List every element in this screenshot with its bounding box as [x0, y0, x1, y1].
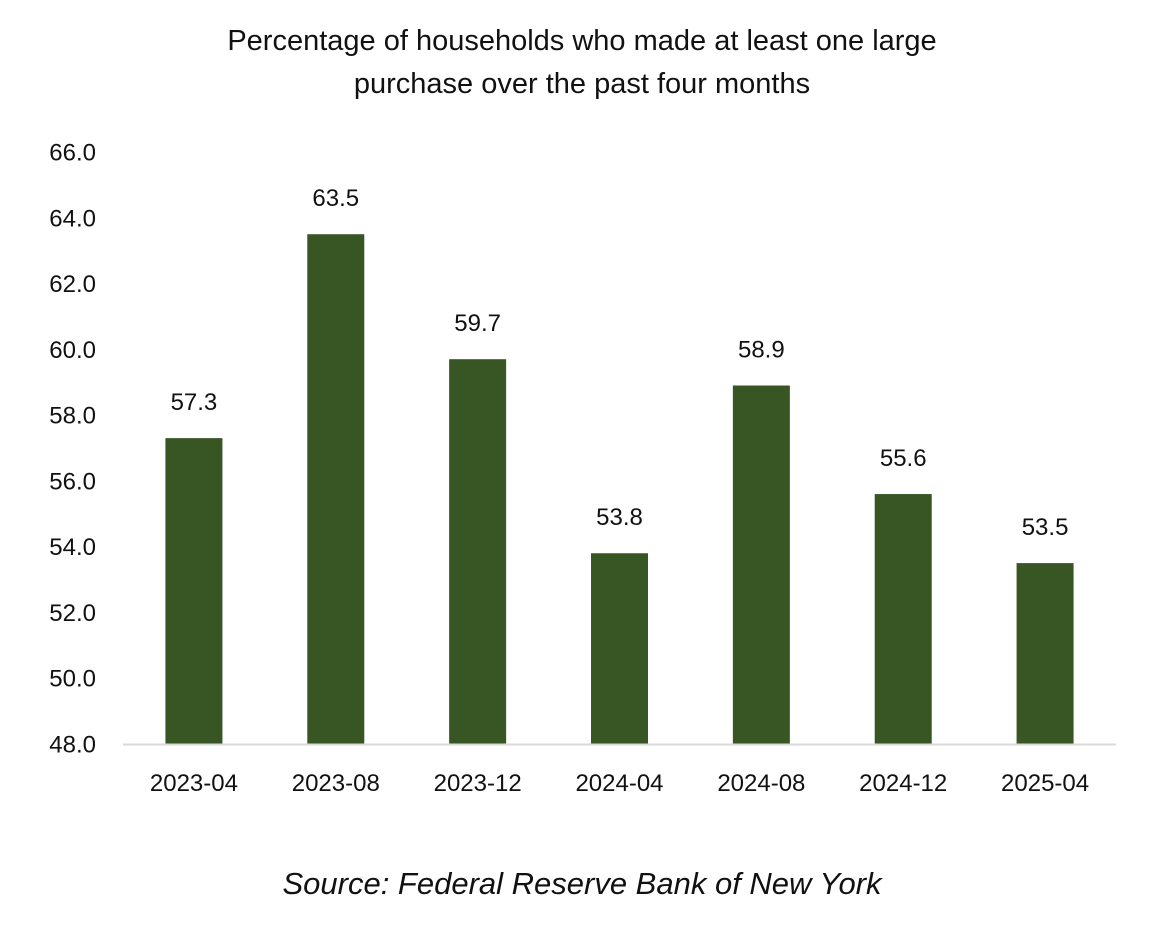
y-tick-label: 66.0: [49, 140, 96, 167]
y-tick-label: 56.0: [49, 468, 96, 495]
x-category-label: 2023-04: [150, 770, 238, 797]
y-tick-label: 60.0: [49, 337, 96, 364]
data-label: 57.3: [171, 389, 218, 416]
y-tick-label: 62.0: [49, 271, 96, 298]
bar-2024-04: [591, 553, 648, 744]
x-category-label: 2024-04: [575, 770, 663, 797]
y-tick-label: 58.0: [49, 403, 96, 430]
bar-2023-12: [449, 359, 507, 744]
y-tick-label: 64.0: [49, 205, 96, 232]
bar-2025-04: [1016, 563, 1074, 744]
y-tick-label: 48.0: [49, 732, 96, 759]
x-category-label: 2024-08: [717, 770, 805, 797]
y-tick-label: 54.0: [49, 534, 96, 561]
chart-title: Percentage of households who made at lea…: [0, 20, 1164, 106]
bar-2023-04: [165, 438, 223, 744]
data-label: 55.6: [880, 445, 927, 472]
source-note: Source: Federal Reserve Bank of New York: [282, 866, 882, 901]
x-category-label: 2025-04: [1001, 770, 1089, 797]
chart-title-line-1: Percentage of households who made at lea…: [227, 25, 937, 57]
data-label: 59.7: [454, 310, 501, 337]
x-category-label: 2023-12: [434, 770, 522, 797]
chart-title-line-2: purchase over the past four months: [353, 68, 811, 100]
data-label: 53.8: [596, 504, 643, 531]
x-category-label: 2023-08: [292, 770, 380, 797]
bar-2023-08: [307, 234, 365, 744]
y-tick-label: 52.0: [49, 600, 96, 627]
x-category-label: 2024-12: [859, 770, 947, 797]
y-tick-label: 50.0: [49, 666, 96, 693]
bar-2024-08: [732, 385, 790, 744]
data-label: 53.5: [1022, 514, 1069, 541]
data-label: 58.9: [738, 337, 785, 364]
data-label: 63.5: [312, 185, 359, 212]
bar-2024-12: [874, 494, 932, 744]
